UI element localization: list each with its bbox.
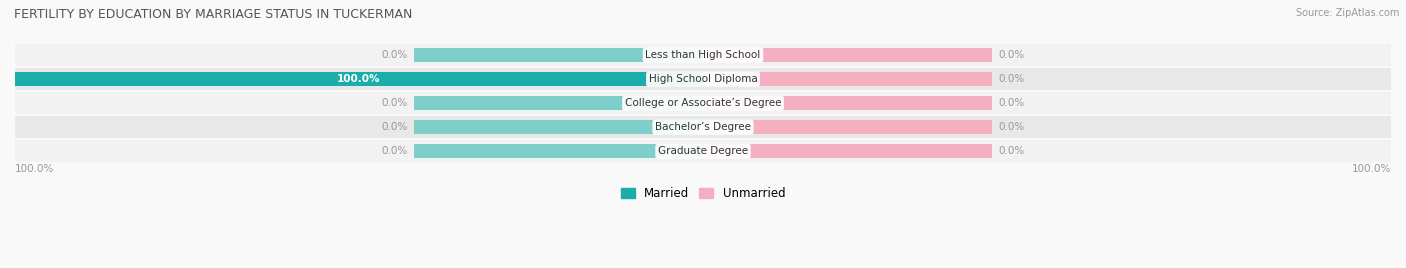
- Bar: [15, 92, 1391, 114]
- Text: 0.0%: 0.0%: [998, 74, 1025, 84]
- Bar: [413, 120, 703, 134]
- Legend: Married, Unmarried: Married, Unmarried: [616, 183, 790, 205]
- Text: 100.0%: 100.0%: [337, 74, 381, 84]
- Bar: [15, 72, 703, 86]
- Text: 0.0%: 0.0%: [381, 50, 408, 60]
- Bar: [413, 72, 703, 86]
- Bar: [703, 96, 993, 110]
- Text: College or Associate’s Degree: College or Associate’s Degree: [624, 98, 782, 108]
- Text: 100.0%: 100.0%: [1351, 164, 1391, 174]
- Text: Source: ZipAtlas.com: Source: ZipAtlas.com: [1295, 8, 1399, 18]
- Text: FERTILITY BY EDUCATION BY MARRIAGE STATUS IN TUCKERMAN: FERTILITY BY EDUCATION BY MARRIAGE STATU…: [14, 8, 412, 21]
- Text: 0.0%: 0.0%: [998, 98, 1025, 108]
- Bar: [413, 144, 703, 158]
- Bar: [703, 48, 993, 62]
- Bar: [703, 72, 993, 86]
- Bar: [703, 120, 993, 134]
- Text: Bachelor’s Degree: Bachelor’s Degree: [655, 122, 751, 132]
- Text: 0.0%: 0.0%: [998, 146, 1025, 156]
- Text: 100.0%: 100.0%: [15, 164, 55, 174]
- Text: 0.0%: 0.0%: [381, 98, 408, 108]
- Text: High School Diploma: High School Diploma: [648, 74, 758, 84]
- Bar: [413, 48, 703, 62]
- Text: Graduate Degree: Graduate Degree: [658, 146, 748, 156]
- Bar: [413, 96, 703, 110]
- Text: 0.0%: 0.0%: [381, 122, 408, 132]
- Bar: [703, 144, 993, 158]
- Bar: [15, 68, 1391, 90]
- Bar: [15, 44, 1391, 66]
- Text: 0.0%: 0.0%: [998, 122, 1025, 132]
- Text: 0.0%: 0.0%: [998, 50, 1025, 60]
- Text: 0.0%: 0.0%: [381, 146, 408, 156]
- Bar: [15, 140, 1391, 162]
- Text: Less than High School: Less than High School: [645, 50, 761, 60]
- Bar: [15, 116, 1391, 138]
